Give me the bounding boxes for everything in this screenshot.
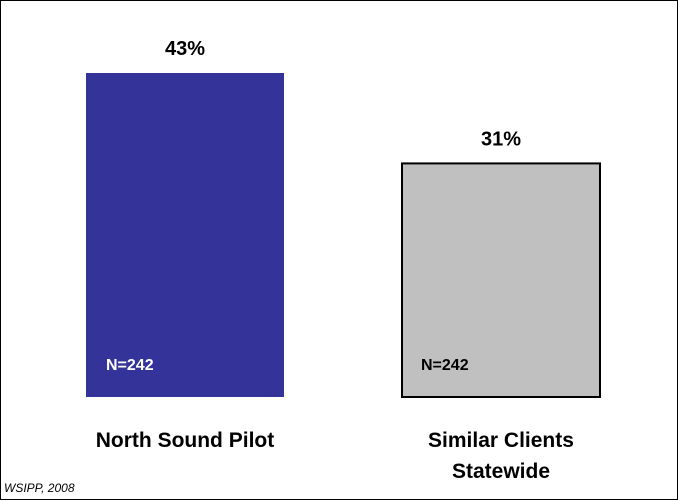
bar-similar-clients-statewide: [401, 162, 601, 398]
bar-north-sound-pilot: [86, 73, 284, 397]
source-note: WSIPP, 2008: [4, 481, 75, 495]
n-label-north-sound-pilot: N=242: [106, 357, 154, 374]
category-label-similar-clients-statewide-line-2: Statewide: [452, 460, 550, 483]
category-label-north-sound-pilot: North Sound Pilot: [96, 429, 274, 452]
value-label-north-sound-pilot: 43%: [165, 38, 205, 60]
n-label-similar-clients-statewide: N=242: [421, 357, 469, 374]
category-label-similar-clients-statewide-line-1: Similar Clients: [428, 429, 574, 452]
value-label-similar-clients-statewide: 31%: [481, 128, 521, 150]
